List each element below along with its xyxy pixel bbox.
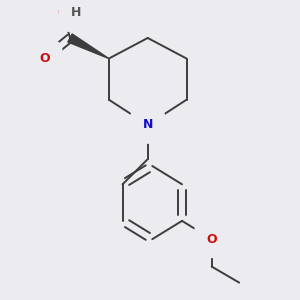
Text: N: N: [142, 118, 153, 131]
Text: O: O: [206, 233, 217, 246]
Text: O: O: [58, 6, 68, 19]
Text: H: H: [71, 6, 82, 19]
Polygon shape: [68, 34, 109, 58]
Text: O: O: [40, 52, 50, 65]
